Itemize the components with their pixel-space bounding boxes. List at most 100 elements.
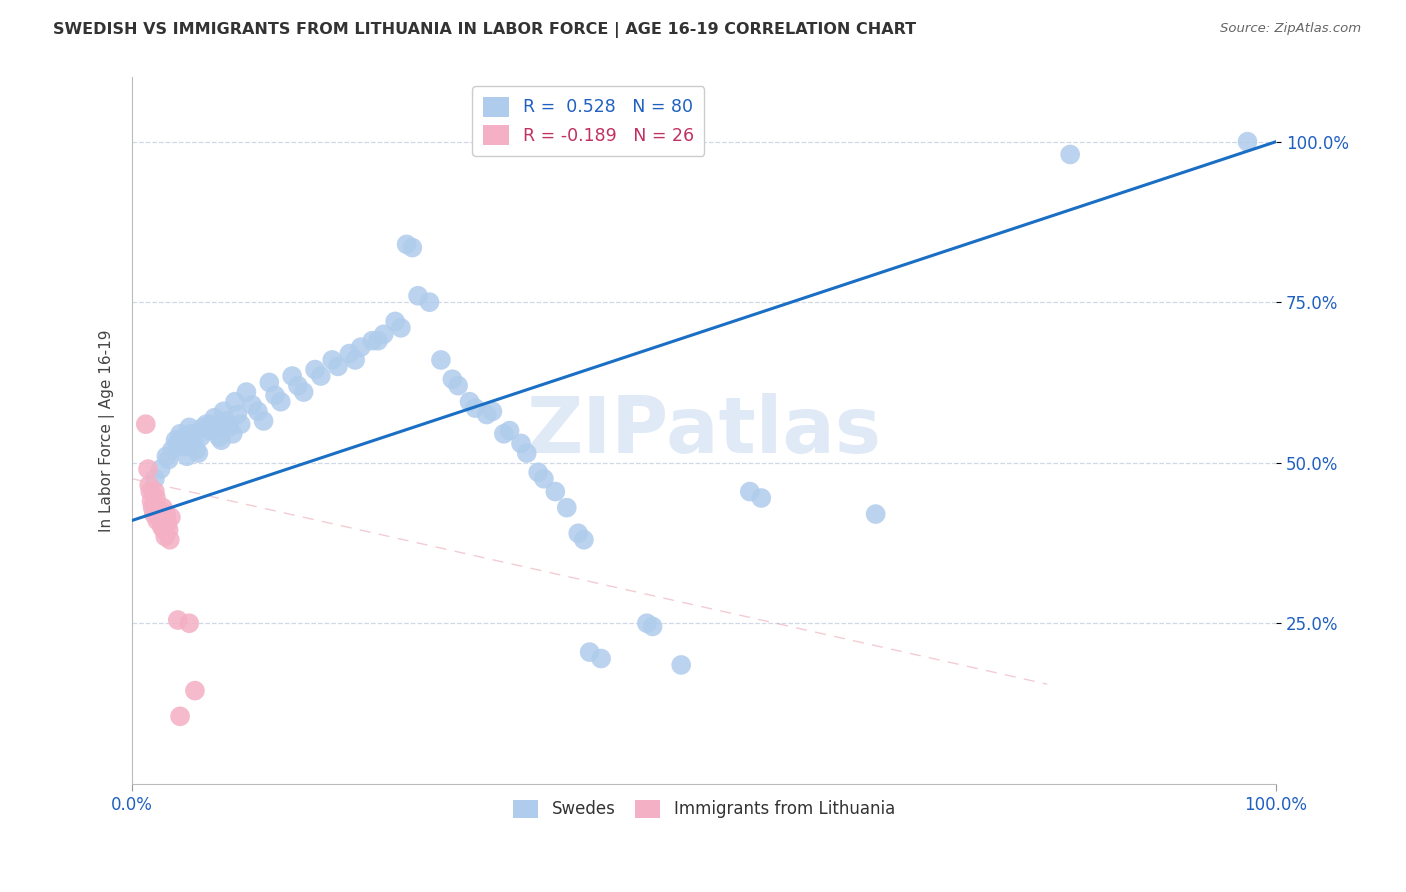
Point [157, 452, 180, 467]
Point [406, 289, 429, 303]
Point [367, 334, 389, 348]
Point [492, 426, 515, 441]
Point [138, 478, 160, 492]
Point [141, 494, 163, 508]
Point [224, 394, 246, 409]
Point [215, 414, 238, 428]
Point [361, 334, 384, 348]
Text: ZIPatlas: ZIPatlas [527, 392, 882, 468]
Point [339, 346, 361, 360]
Point [475, 408, 498, 422]
Point [159, 533, 181, 547]
Point [533, 472, 555, 486]
Point [447, 378, 470, 392]
Point [191, 420, 214, 434]
Point [304, 362, 326, 376]
Point [190, 430, 212, 444]
Point [142, 507, 165, 521]
Point [865, 507, 887, 521]
Point [1059, 147, 1081, 161]
Point [212, 404, 235, 418]
Point [373, 327, 395, 342]
Point [135, 417, 157, 432]
Point [176, 450, 198, 464]
Point [143, 472, 166, 486]
Point [148, 500, 170, 515]
Y-axis label: In Labor Force | Age 16-19: In Labor Force | Age 16-19 [100, 329, 115, 532]
Point [498, 424, 520, 438]
Point [205, 420, 228, 434]
Point [198, 424, 221, 438]
Point [165, 434, 187, 448]
Point [544, 484, 567, 499]
Point [264, 388, 287, 402]
Point [136, 462, 159, 476]
Point [152, 500, 174, 515]
Point [180, 426, 202, 441]
Point [252, 414, 274, 428]
Point [156, 516, 179, 531]
Point [226, 408, 249, 422]
Point [464, 401, 486, 416]
Point [510, 436, 533, 450]
Point [139, 484, 162, 499]
Point [201, 417, 224, 432]
Point [169, 426, 191, 441]
Point [578, 645, 600, 659]
Point [184, 442, 207, 457]
Point [218, 420, 240, 434]
Point [527, 466, 550, 480]
Point [669, 657, 692, 672]
Point [326, 359, 349, 374]
Point [395, 237, 418, 252]
Point [148, 507, 170, 521]
Point [229, 417, 252, 432]
Point [309, 369, 332, 384]
Point [246, 404, 269, 418]
Point [384, 314, 406, 328]
Point [209, 434, 232, 448]
Point [166, 613, 188, 627]
Point [149, 462, 172, 476]
Point [1236, 135, 1258, 149]
Point [418, 295, 440, 310]
Point [292, 385, 315, 400]
Point [641, 619, 664, 633]
Point [166, 436, 188, 450]
Point [160, 442, 183, 457]
Point [155, 450, 177, 464]
Text: SWEDISH VS IMMIGRANTS FROM LITHUANIA IN LABOR FORCE | AGE 16-19 CORRELATION CHAR: SWEDISH VS IMMIGRANTS FROM LITHUANIA IN … [53, 22, 917, 38]
Point [195, 417, 218, 432]
Point [153, 523, 176, 537]
Point [430, 353, 453, 368]
Point [749, 491, 772, 505]
Point [738, 484, 761, 499]
Point [184, 683, 207, 698]
Point [169, 709, 191, 723]
Point [259, 376, 281, 390]
Point [202, 410, 225, 425]
Point [240, 398, 263, 412]
Point [143, 484, 166, 499]
Point [160, 510, 183, 524]
Point [155, 507, 177, 521]
Point [481, 404, 503, 418]
Point [172, 431, 194, 445]
Point [183, 434, 205, 448]
Point [146, 513, 169, 527]
Point [350, 340, 373, 354]
Point [173, 440, 195, 454]
Point [516, 446, 538, 460]
Point [567, 526, 589, 541]
Point [344, 353, 367, 368]
Point [389, 321, 412, 335]
Point [187, 446, 209, 460]
Point [235, 385, 257, 400]
Point [401, 241, 423, 255]
Point [150, 520, 173, 534]
Point [179, 616, 201, 631]
Point [572, 533, 595, 547]
Point [636, 616, 658, 631]
Point [441, 372, 464, 386]
Point [458, 394, 481, 409]
